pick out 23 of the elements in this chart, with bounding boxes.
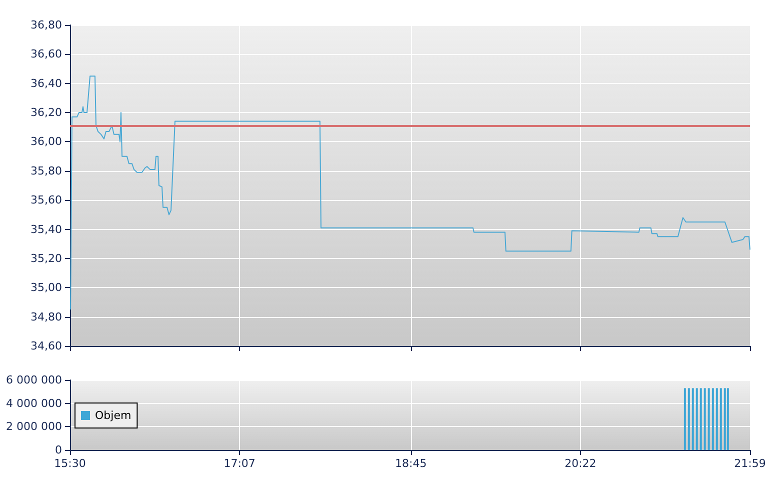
y-tick-label: 35,00 [30, 281, 62, 294]
x-tick-label: 21:59 [734, 457, 766, 470]
y-tick-label: 0 [55, 444, 62, 456]
y-tick-label: 36,20 [30, 106, 62, 120]
y-tick-label: 4 000 000 [6, 396, 62, 410]
y-tick-label: 34,80 [30, 310, 62, 324]
y-tick-label: 35,20 [30, 252, 62, 265]
x-tick-label: 20:22 [564, 457, 596, 470]
line-series [70, 76, 750, 310]
y-tick-label: 36,40 [30, 76, 62, 90]
x-tick-label: 17:07 [224, 457, 256, 470]
y-tick-label: 36,60 [30, 48, 62, 61]
y-tick-label: 36,80 [30, 18, 62, 32]
y-tick-label: 2 000 000 [6, 420, 62, 434]
x-tick-label: 18:45 [395, 457, 427, 470]
y-tick-label: 6 000 000 [6, 374, 62, 386]
y-tick-label: 35,40 [30, 222, 62, 236]
y-tick-label: 36,00 [30, 135, 62, 148]
y-tick-label: 35,60 [30, 194, 62, 207]
y-tick-label: 35,80 [30, 164, 62, 178]
legend-label: Objem [95, 409, 132, 422]
x-tick-label: 15:30 [54, 457, 86, 470]
y-tick-label: 34,60 [30, 340, 62, 352]
